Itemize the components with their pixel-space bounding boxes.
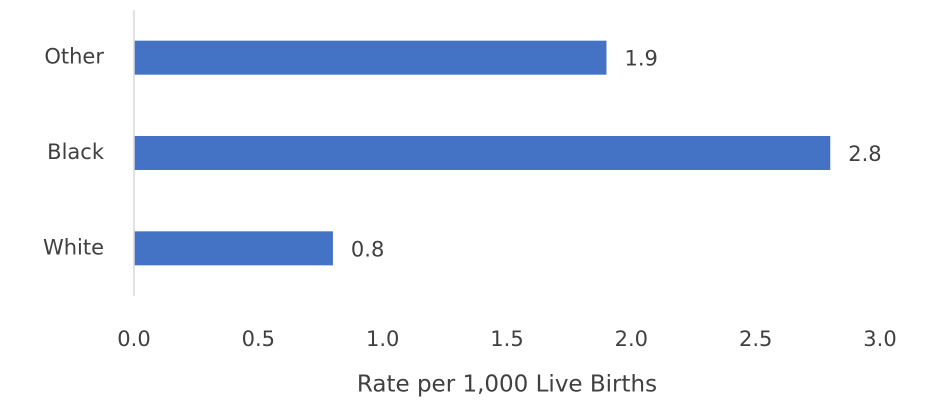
x-tick-label: 0.0 [117,327,150,351]
data-label: 0.8 [351,237,384,261]
x-tick-label: 1.5 [490,327,523,351]
data-label: 2.8 [848,142,881,166]
x-tick-label: 1.0 [366,327,399,351]
x-tick-label: 2.0 [615,327,648,351]
x-tick-label: 0.5 [242,327,275,351]
y-tick-label: Other [44,45,104,69]
bar [134,231,333,266]
bar [134,136,831,170]
x-tick-label: 3.0 [863,327,896,351]
bar [134,40,607,75]
y-tick-label: Black [47,140,105,164]
y-tick-label: White [43,235,104,259]
x-tick-label: 2.5 [739,327,772,351]
data-label: 1.9 [624,47,657,71]
x-axis-title: Rate per 1,000 Live Births [357,372,657,398]
